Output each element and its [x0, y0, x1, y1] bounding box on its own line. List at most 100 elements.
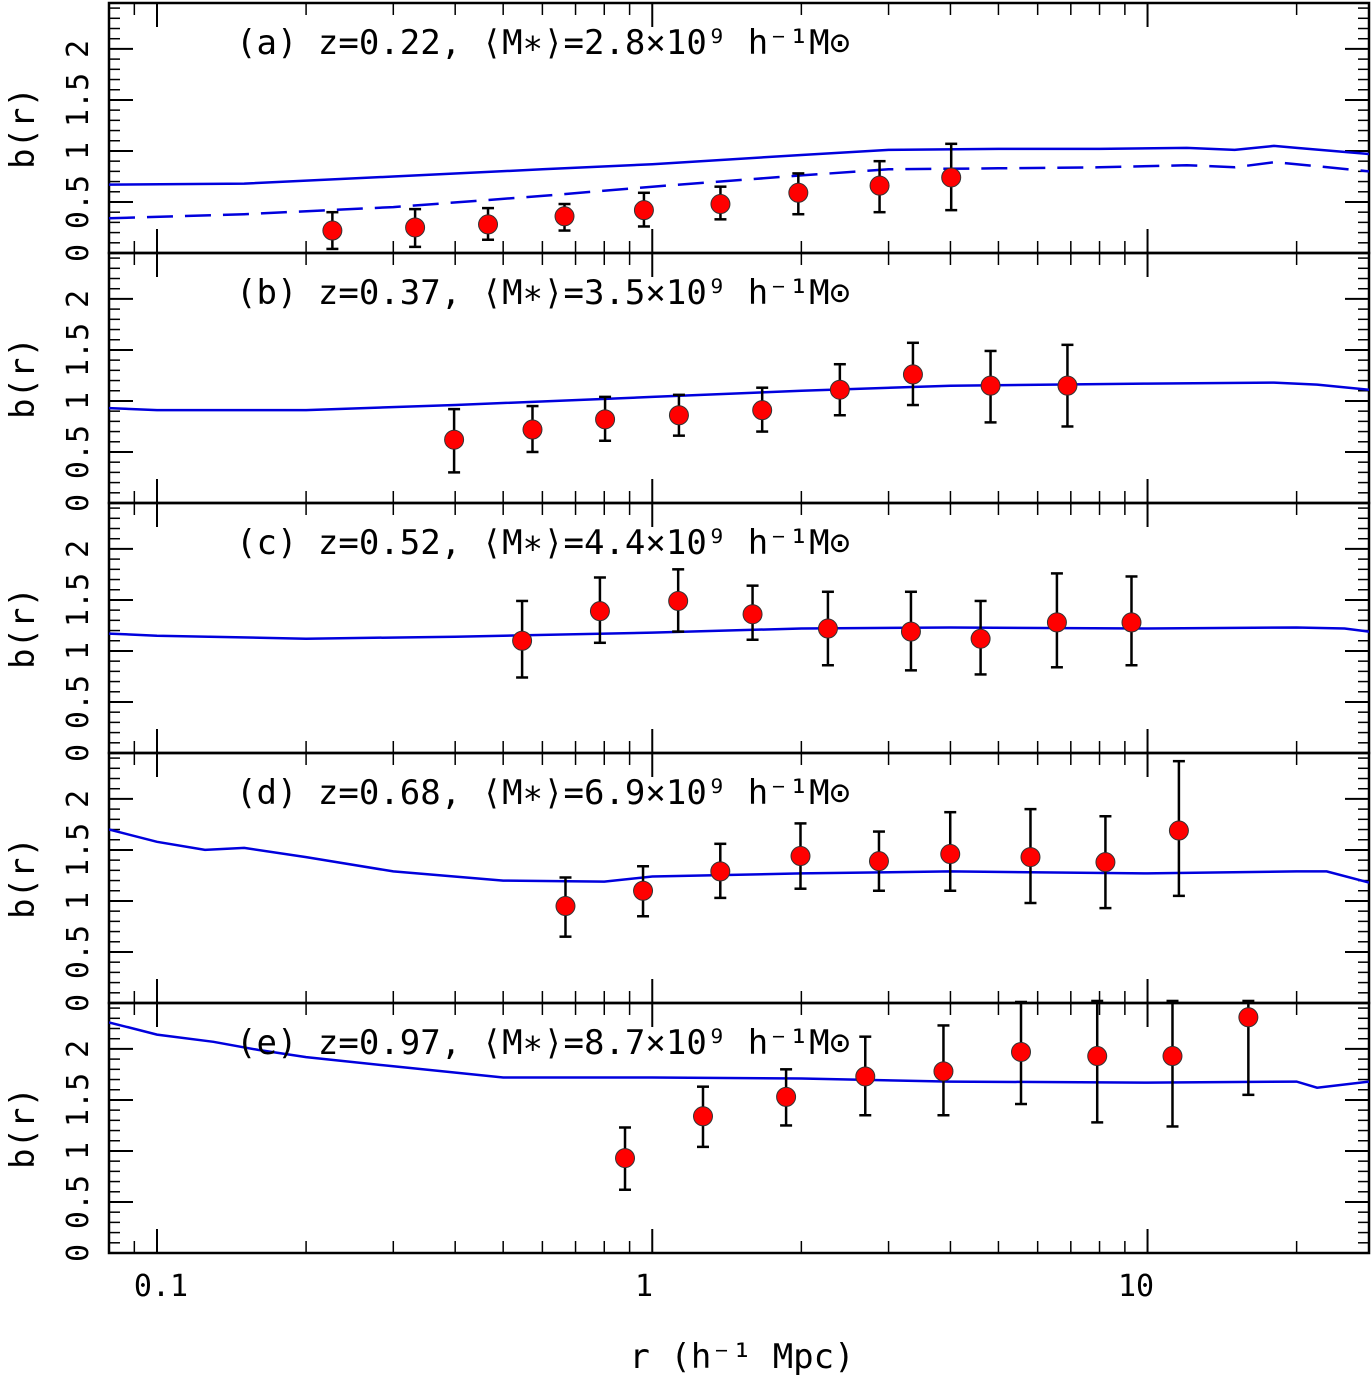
data-point: [900, 621, 921, 642]
data-point-group: [1011, 1000, 1032, 1106]
data-point-group: [1095, 815, 1116, 910]
y-tick-label: 1.5: [61, 823, 96, 877]
data-point-group: [902, 341, 923, 407]
y-tick-label: 1: [61, 392, 96, 410]
panel-e: 0 0.5 1 1.5 2 b(r) (e) z=0.97, ⟨M∗⟩=8.7×10⁹ h⁻…: [3, 999, 1371, 1262]
model-line: [109, 381, 1369, 412]
data-point: [633, 880, 654, 901]
data-point-group: [710, 185, 731, 221]
data-point-group: [692, 1085, 713, 1149]
data-point-group: [615, 1126, 636, 1191]
data-point: [554, 206, 575, 227]
y-axis-title: b(r): [3, 1087, 43, 1169]
data-point-group: [933, 1024, 954, 1117]
panel-frame: [107, 1001, 1371, 1255]
panel-d: 0 0.5 1 1.5 2 b(r) (d) z=0.68, ⟨M∗⟩=6.9×10⁹ h⁻…: [3, 751, 1371, 1012]
data-point-group: [1121, 575, 1142, 667]
panel-label: (c) z=0.52, ⟨M∗⟩=4.4×10⁹ h⁻¹M⊙: [236, 523, 850, 563]
data-point: [788, 182, 809, 203]
data-point-group: [868, 830, 889, 893]
data-point: [405, 217, 426, 238]
y-axis-title: b(r): [3, 587, 43, 669]
panel-label: (b) z=0.37, ⟨M∗⟩=3.5×10⁹ h⁻¹M⊙: [236, 273, 850, 313]
data-point-group: [970, 599, 991, 676]
data-point: [710, 861, 731, 882]
panel-a: 0 0.5 1 1.5 2 b(r) (a) z=0.22, ⟨M∗⟩=2.8×10⁹ h⁻…: [3, 1, 1371, 262]
data-point: [710, 194, 731, 215]
model-line: [109, 144, 1369, 186]
data-point-group: [710, 842, 731, 900]
data-point-group: [478, 206, 499, 241]
x-axis-tick-labels: 0.1 1 10: [134, 1269, 1154, 1304]
model-line: [109, 1021, 1369, 1089]
data-point: [615, 1148, 636, 1169]
y-tick-label: 1: [61, 1142, 96, 1160]
data-point-group: [1238, 999, 1259, 1097]
y-axis-title: b(r): [3, 337, 43, 419]
y-tick-label: 1.5: [61, 1073, 96, 1127]
y-tick-label: 0.5: [61, 425, 96, 479]
data-point-group: [444, 407, 465, 474]
data-point: [589, 601, 610, 622]
data-point: [941, 167, 962, 188]
data-point: [444, 429, 465, 450]
data-point: [322, 220, 343, 241]
y-tick-label: 0.5: [61, 1175, 96, 1229]
y-tick-label: 1: [61, 892, 96, 910]
data-point-group: [595, 395, 616, 443]
data-point-group: [1020, 807, 1041, 905]
data-point-group: [742, 584, 763, 641]
data-point-group: [788, 172, 809, 216]
data-point: [902, 364, 923, 385]
y-tick-label: 1: [61, 642, 96, 660]
data-point-group: [668, 568, 689, 633]
data-point: [933, 1061, 954, 1082]
data-point-group: [776, 1068, 797, 1127]
y-tick-label: 2: [61, 1040, 96, 1058]
data-point-group: [900, 590, 921, 672]
data-point: [668, 590, 689, 611]
data-point: [1121, 612, 1142, 633]
data-point: [790, 846, 811, 867]
y-tick-label: 0: [61, 994, 96, 1012]
y-tick-label: 1.5: [61, 573, 96, 627]
data-point-group: [941, 142, 962, 212]
data-point: [668, 405, 689, 426]
data-point: [817, 618, 838, 639]
y-axis-title: b(r): [3, 837, 43, 919]
x-axis-title: r (h⁻¹ Mpc): [629, 1337, 854, 1375]
y-tick-label: 2: [61, 40, 96, 58]
data-point: [1020, 847, 1041, 868]
data-point: [512, 630, 533, 651]
y-tick-label: 0: [61, 244, 96, 262]
panel-label: (a) z=0.22, ⟨M∗⟩=2.8×10⁹ h⁻¹M⊙: [236, 23, 850, 63]
y-tick-label: 2: [61, 290, 96, 308]
data-point-group: [1057, 343, 1078, 428]
data-point-group: [1162, 999, 1183, 1128]
y-tick-label: 0: [61, 744, 96, 762]
data-point: [1162, 1046, 1183, 1067]
data-point: [692, 1106, 713, 1127]
y-axis-title: b(r): [3, 87, 43, 169]
data-point-group: [752, 386, 773, 433]
panels: 0 0.5 1 1.5 2 b(r) (a) z=0.22, ⟨M∗⟩=2.8×10⁹ h⁻…: [3, 1, 1371, 1262]
data-point-group: [940, 810, 961, 893]
data-point-group: [555, 876, 576, 938]
data-point-group: [522, 404, 543, 454]
data-point: [752, 400, 773, 421]
data-point-group: [1168, 759, 1189, 898]
data-point: [742, 604, 763, 625]
data-point: [855, 1066, 876, 1087]
x-tick-label: 0.1: [134, 1269, 188, 1304]
data-point: [595, 409, 616, 430]
data-point: [555, 896, 576, 917]
data-point: [868, 851, 889, 872]
data-point: [1168, 820, 1189, 841]
model-line: [109, 626, 1369, 640]
data-point-group: [554, 202, 575, 232]
data-point: [829, 379, 850, 400]
y-tick-label: 1.5: [61, 73, 96, 127]
data-point-group: [790, 822, 811, 890]
x-tick-label: 1: [635, 1269, 653, 1304]
panel-c: 0 0.5 1 1.5 2 b(r) (c) z=0.52, ⟨M∗⟩=4.4×10⁹ h⁻…: [3, 501, 1371, 762]
